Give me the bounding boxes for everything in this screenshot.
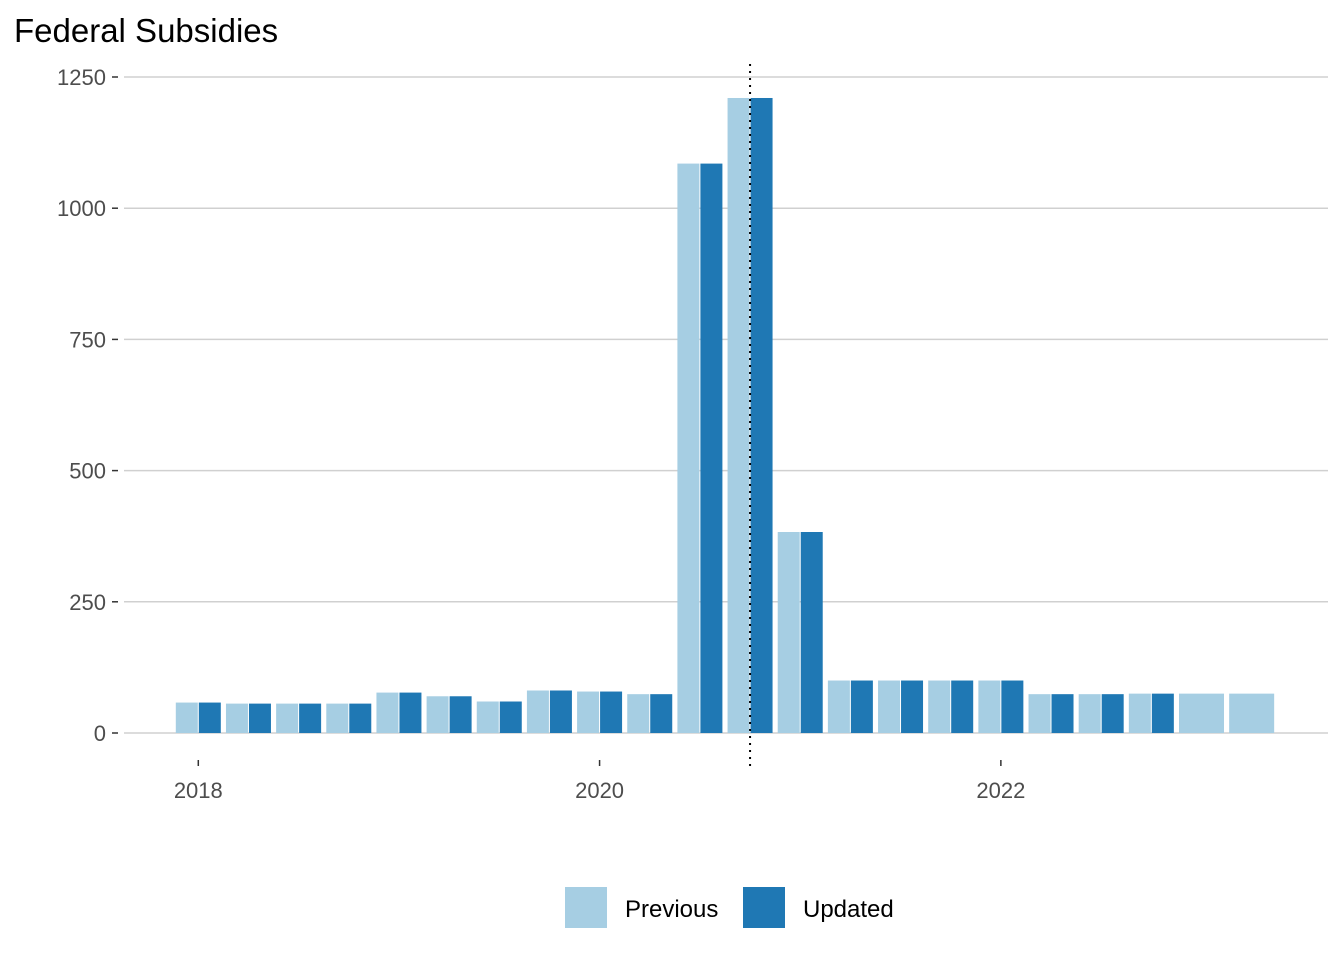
bar-previous-2022-Q1 bbox=[978, 680, 1001, 733]
legend-swatch-updated bbox=[743, 887, 785, 928]
bar-updated-2022-Q4 bbox=[1151, 693, 1174, 733]
bar-previous-2020-Q2 bbox=[627, 694, 650, 733]
x-tick-label: 2018 bbox=[174, 778, 223, 803]
grid-lines bbox=[124, 76, 1328, 734]
bar-previous-2021-Q1 bbox=[777, 532, 800, 733]
bar-updated-2019-Q4 bbox=[549, 690, 572, 733]
legend-swatch-previous bbox=[565, 887, 607, 928]
legend: Previous Updated bbox=[565, 887, 894, 928]
y-tick-label: 750 bbox=[69, 327, 106, 352]
bar-updated-2020-Q3 bbox=[700, 163, 723, 734]
bar-previous-2020-Q3 bbox=[677, 163, 700, 734]
bar-updated-2021-Q3 bbox=[901, 680, 924, 733]
bar-updated-2021-Q2 bbox=[850, 680, 873, 733]
bar-updated-2018-Q1 bbox=[198, 702, 221, 733]
bar-updated-2021-Q1 bbox=[800, 532, 823, 733]
bar-previous-2023-Q1 bbox=[1179, 693, 1224, 733]
x-tick-label: 2020 bbox=[575, 778, 624, 803]
bar-previous-2019-Q4 bbox=[526, 690, 549, 733]
chart-title: Federal Subsidies bbox=[14, 12, 278, 49]
bar-updated-2019-Q3 bbox=[499, 701, 522, 733]
bar-updated-2020-Q4 bbox=[750, 97, 773, 733]
bar-previous-2018-Q1 bbox=[175, 702, 198, 733]
bar-previous-2022-Q3 bbox=[1078, 694, 1101, 733]
axes: 0 250 500 750 1000 1250 2018 2020 2022 bbox=[57, 65, 1025, 803]
y-tick-label: 1250 bbox=[57, 65, 106, 90]
legend-label-previous: Previous bbox=[625, 896, 718, 923]
bar-updated-2018-Q3 bbox=[299, 703, 322, 733]
bar-previous-2019-Q1 bbox=[376, 692, 399, 733]
bar-previous-2023-Q2 bbox=[1229, 693, 1275, 733]
bar-updated-2020-Q2 bbox=[650, 694, 673, 733]
bar-previous-2020-Q1 bbox=[577, 691, 600, 733]
bar-updated-2022-Q3 bbox=[1101, 694, 1124, 733]
bar-previous-2020-Q4 bbox=[727, 97, 750, 733]
bar-previous-2019-Q2 bbox=[426, 696, 449, 733]
y-tick-label: 1000 bbox=[57, 196, 106, 221]
bar-updated-2022-Q1 bbox=[1001, 680, 1024, 733]
bar-updated-2020-Q1 bbox=[600, 691, 623, 733]
bar-previous-2021-Q3 bbox=[878, 680, 901, 733]
y-tick-label: 500 bbox=[69, 459, 106, 484]
bar-previous-2018-Q2 bbox=[225, 703, 248, 733]
bar-updated-2021-Q4 bbox=[951, 680, 974, 733]
bar-previous-2021-Q2 bbox=[827, 680, 850, 733]
bar-updated-2019-Q1 bbox=[399, 692, 422, 733]
bar-updated-2018-Q4 bbox=[349, 703, 372, 733]
x-tick-label: 2022 bbox=[976, 778, 1025, 803]
bar-previous-2022-Q4 bbox=[1128, 693, 1151, 733]
y-tick-label: 0 bbox=[94, 721, 106, 746]
bar-previous-2022-Q2 bbox=[1028, 694, 1051, 733]
legend-label-updated: Updated bbox=[803, 896, 894, 923]
bar-previous-2021-Q4 bbox=[928, 680, 951, 733]
bar-updated-2019-Q2 bbox=[449, 696, 472, 733]
bars bbox=[175, 97, 1275, 734]
bar-previous-2018-Q4 bbox=[326, 703, 349, 733]
bar-updated-2022-Q2 bbox=[1051, 694, 1074, 733]
bar-previous-2019-Q3 bbox=[476, 701, 499, 733]
bar-updated-2018-Q2 bbox=[248, 703, 271, 733]
bar-previous-2018-Q3 bbox=[276, 703, 299, 733]
y-tick-label: 250 bbox=[69, 590, 106, 615]
